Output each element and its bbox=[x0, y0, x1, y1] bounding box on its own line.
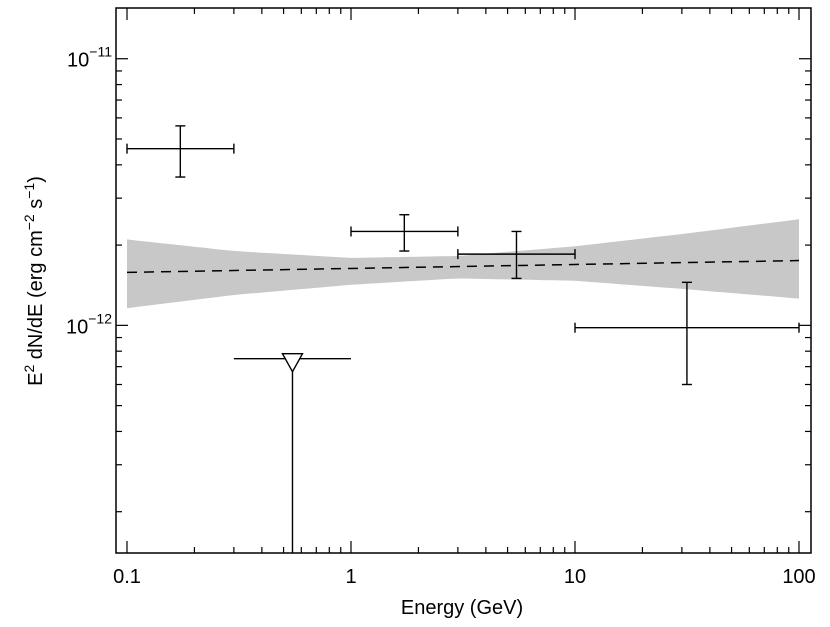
y-tick-label-exponent: −12 bbox=[88, 310, 112, 326]
data-points-layer bbox=[126, 125, 800, 553]
x-tick-label: 100 bbox=[782, 566, 815, 588]
y-axis-title-mid: dN/dE (erg cm bbox=[25, 230, 47, 364]
y-axis-title-end: ) bbox=[25, 176, 47, 183]
y-axis-title-s-exp: −1 bbox=[21, 183, 37, 199]
y-axis-title-e: E bbox=[25, 373, 47, 386]
x-axis-title: Energy (GeV) bbox=[401, 597, 523, 619]
y-tick-label: 10−11 bbox=[67, 44, 112, 72]
data-point-2 bbox=[350, 214, 459, 252]
y-axis-title-e-exp: 2 bbox=[21, 365, 37, 373]
y-tick-label-exponent: −11 bbox=[89, 44, 112, 60]
data-point-1 bbox=[126, 125, 235, 178]
y-axis-title: E2 dN/dE (erg cm−2 s−1) bbox=[21, 176, 47, 386]
y-tick-label: 10−12 bbox=[66, 310, 112, 338]
y-axis-title-cm-exp: −2 bbox=[21, 214, 37, 230]
confidence-band-layer bbox=[127, 219, 799, 309]
x-tick-label: 1 bbox=[345, 566, 356, 588]
data-point-3 bbox=[457, 230, 576, 280]
plot-frame bbox=[115, 7, 812, 554]
y-tick-label-base: 10 bbox=[66, 316, 88, 338]
upper-limit-point-1 bbox=[233, 352, 351, 553]
confidence-band bbox=[127, 219, 799, 309]
data-point-4 bbox=[574, 281, 800, 386]
ticks-layer bbox=[116, 8, 811, 553]
x-tick-label: 10 bbox=[564, 566, 586, 588]
y-tick-label-base: 10 bbox=[67, 50, 89, 72]
upper-limit-triangle-marker bbox=[281, 352, 304, 374]
x-tick-label: 0.1 bbox=[113, 566, 141, 588]
y-axis-title-s: s bbox=[25, 199, 47, 215]
